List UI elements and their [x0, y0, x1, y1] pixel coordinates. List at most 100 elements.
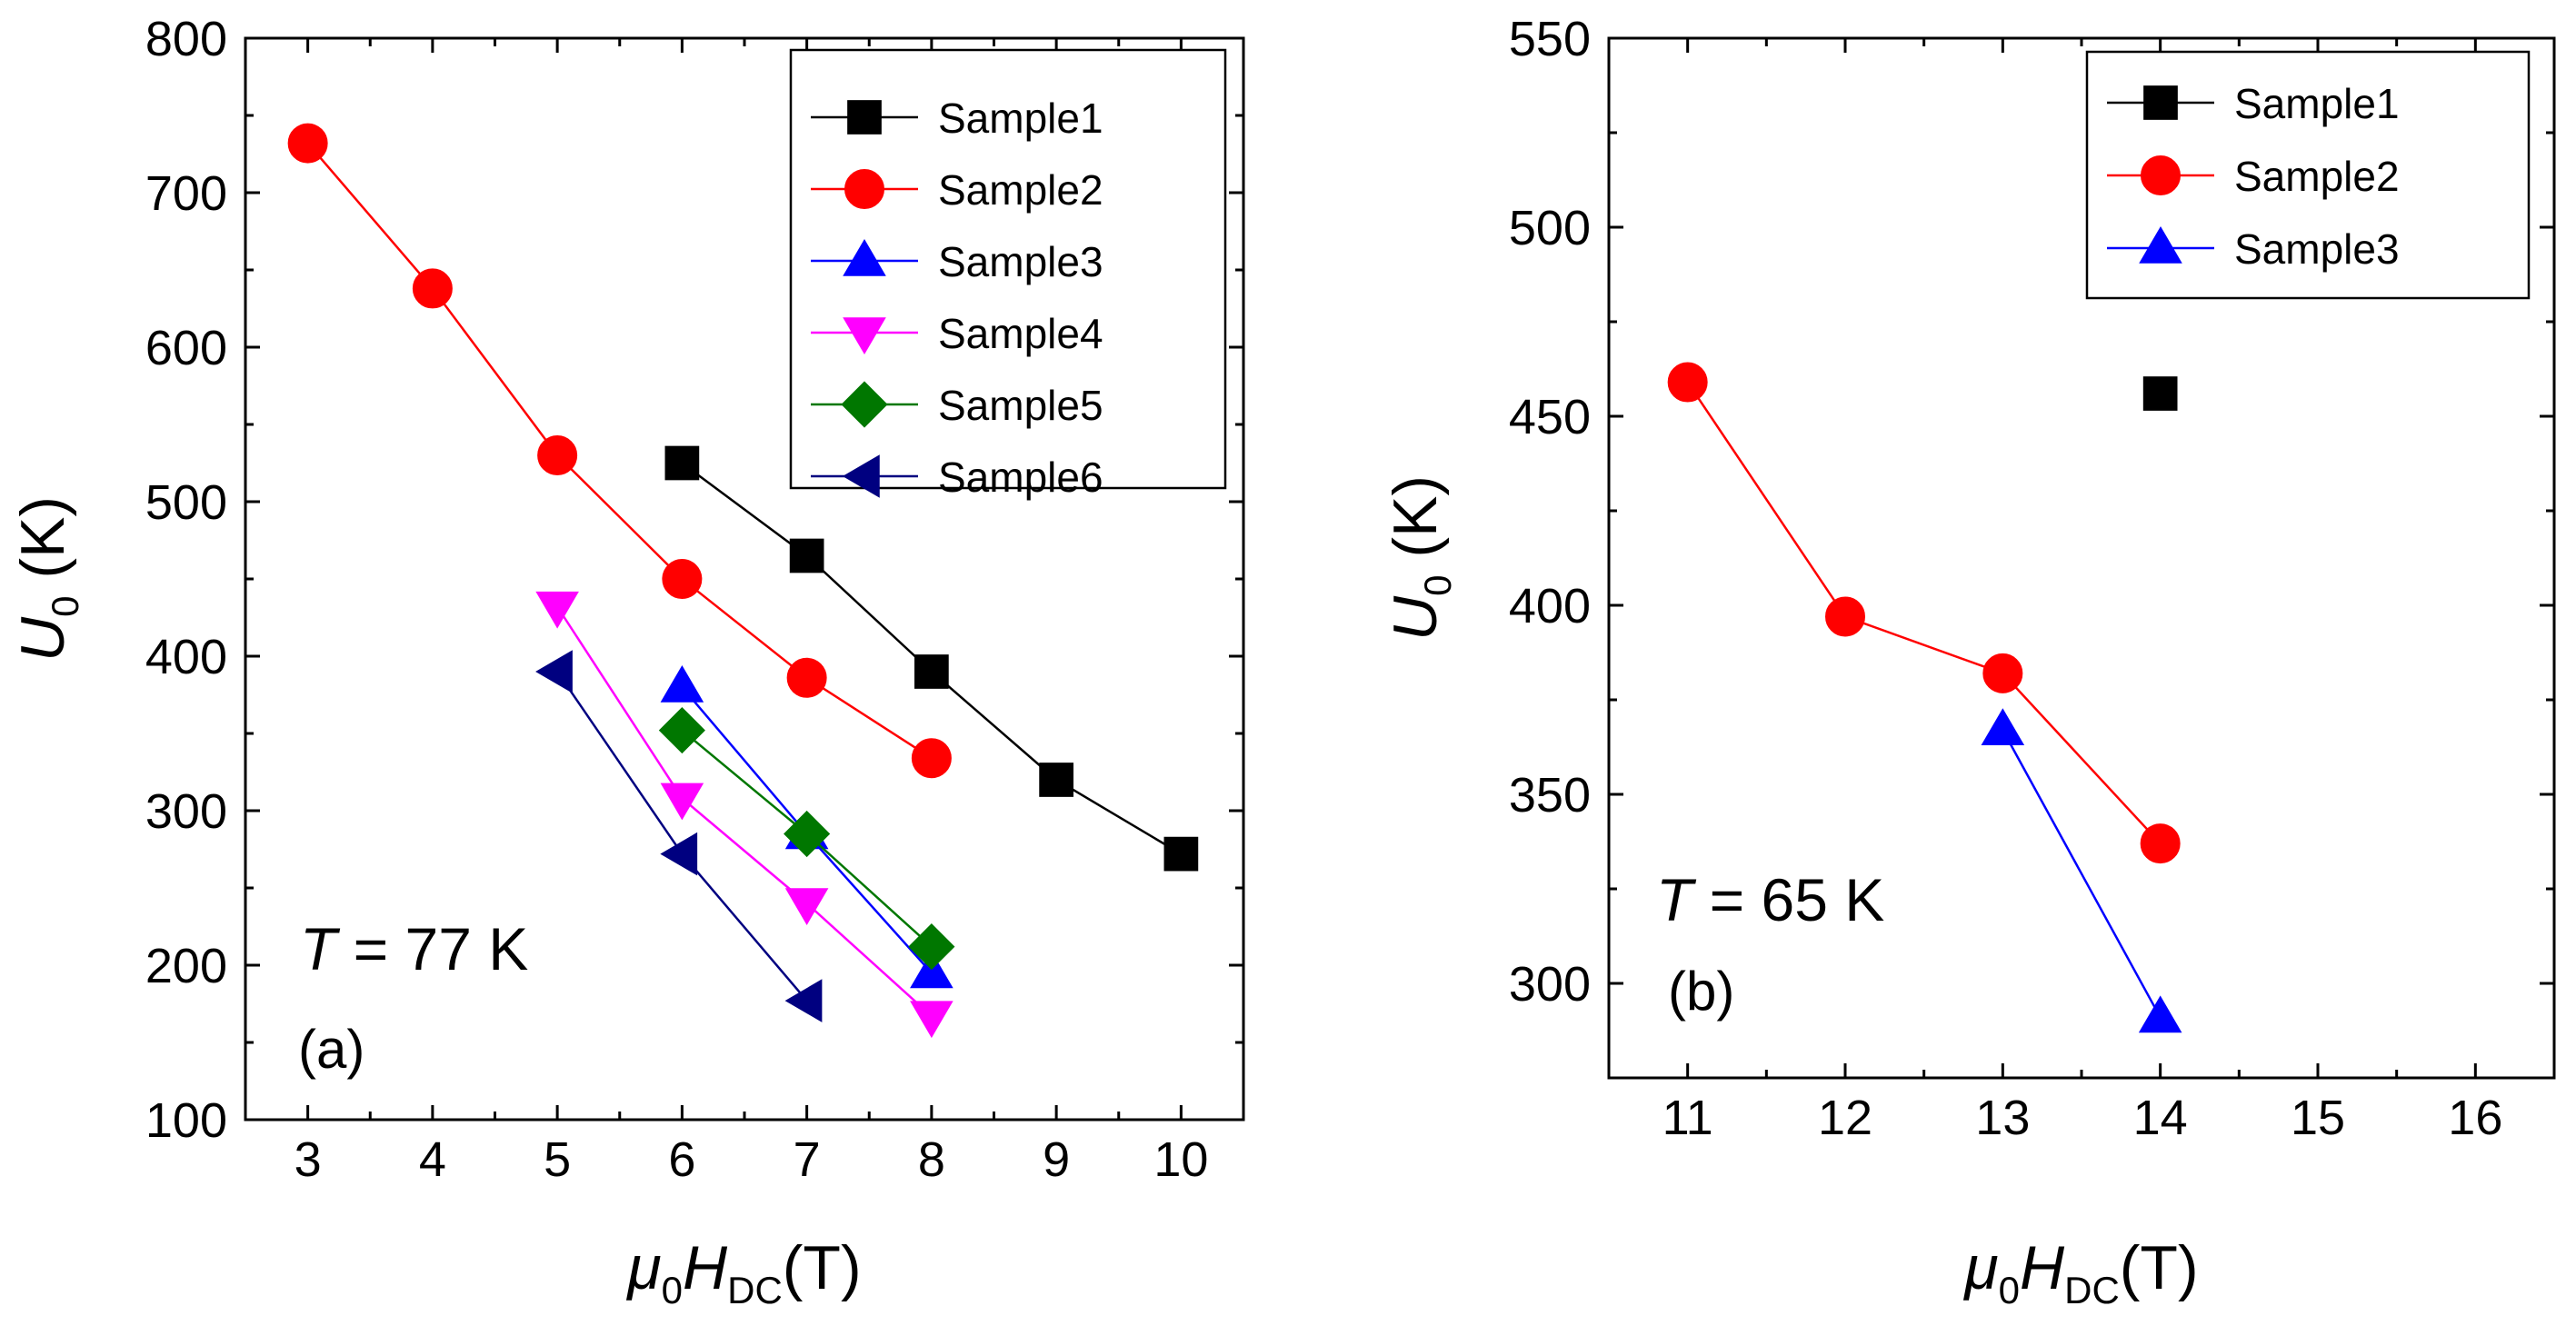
x-label-mu-sub: 0: [662, 1269, 683, 1311]
series-sample2: [287, 123, 952, 779]
y-tick-label: 550: [1509, 12, 1591, 66]
data-point: [660, 664, 704, 703]
y-tick-label: 350: [1509, 768, 1591, 823]
x-label-main: H: [683, 1233, 728, 1302]
legend-label: Sample6: [938, 454, 1103, 501]
y-label-main: U: [1381, 595, 1450, 641]
y-tick-label: 450: [1509, 390, 1591, 444]
x-tick-label: 16: [2448, 1091, 2502, 1145]
x-label-sub: DC: [727, 1269, 783, 1311]
annotation-italic: T: [300, 915, 341, 982]
data-point: [1825, 596, 1865, 637]
x-label-sub: DC: [2064, 1269, 2120, 1311]
series-sample6: [535, 650, 823, 1022]
x-tick-label: 13: [1975, 1091, 2030, 1145]
series-sample4: [535, 591, 954, 1039]
x-axis-label: μ0HDC(T): [625, 1233, 861, 1311]
x-axis-label: μ0HDC(T): [1962, 1233, 2198, 1311]
series-sample2: [1667, 362, 2181, 864]
data-point: [287, 123, 328, 164]
legend-label: Sample3: [938, 238, 1103, 285]
y-label-sub: 0: [44, 596, 86, 617]
data-point: [412, 268, 453, 309]
y-tick-label: 400: [1509, 579, 1591, 633]
data-point: [2138, 995, 2182, 1033]
x-tick-label: 6: [668, 1132, 695, 1187]
y-tick-label: 600: [145, 321, 227, 375]
x-label-unit: (T): [2120, 1233, 2199, 1302]
data-point: [1039, 763, 1073, 797]
legend-marker: [2141, 155, 2181, 195]
data-point: [535, 591, 579, 629]
y-tick-label: 300: [1509, 957, 1591, 1012]
x-tick-label: 11: [1662, 1091, 1713, 1145]
data-point: [1667, 362, 1708, 403]
data-point: [1163, 836, 1199, 872]
data-point: [789, 538, 824, 573]
series-sample5: [658, 707, 955, 971]
legend-label: Sample5: [938, 382, 1103, 429]
x-label-mu: μ: [625, 1233, 661, 1302]
y-axis-label: U0 (K): [8, 496, 86, 662]
legend-marker: [842, 454, 880, 498]
legend-label: Sample4: [938, 310, 1103, 357]
legend-marker: [841, 381, 888, 428]
data-point: [535, 650, 573, 693]
y-tick-label: 400: [145, 630, 227, 684]
data-point: [2142, 376, 2178, 411]
x-tick-label: 5: [544, 1132, 571, 1187]
x-tick-label: 8: [918, 1132, 945, 1187]
legend-marker: [847, 100, 882, 135]
x-label-mu-sub: 0: [1999, 1269, 2020, 1311]
panel-b: 11 12 13 14 15 16300350400450500550μ0HDC(T)U0…: [1381, 12, 2556, 1311]
panel-label: (a): [298, 1019, 364, 1080]
panel-a: 3 4 5 6 7 8 9 10100200300400500600700800μ0HDC(T…: [8, 12, 1245, 1311]
legend-marker: [843, 238, 886, 276]
legend-marker: [843, 317, 886, 355]
y-tick-label: 500: [1509, 201, 1591, 255]
temperature-annotation: T = 77 K: [300, 915, 528, 982]
x-label-unit: (T): [783, 1233, 862, 1302]
legend-label: Sample1: [938, 95, 1103, 142]
data-point: [910, 1001, 954, 1039]
data-point: [662, 559, 703, 599]
y-tick-label: 300: [145, 784, 227, 839]
series-sample1: [2142, 376, 2178, 411]
data-point: [664, 445, 700, 481]
data-point: [1981, 708, 2025, 746]
y-tick-label: 500: [145, 475, 227, 530]
data-point: [537, 435, 578, 475]
series-line: [306, 142, 933, 760]
legend-label: Sample2: [938, 166, 1103, 214]
data-point: [660, 783, 704, 821]
x-tick-label: 4: [419, 1132, 446, 1187]
y-label-unit: (K): [1381, 475, 1450, 575]
data-point: [910, 951, 954, 989]
data-point: [914, 654, 949, 689]
y-tick-label: 100: [145, 1093, 227, 1148]
y-axis-label: U0 (K): [1381, 475, 1459, 641]
x-tick-label: 9: [1043, 1132, 1070, 1187]
x-tick-label: 7: [794, 1132, 821, 1187]
y-tick-label: 800: [145, 12, 227, 66]
data-point: [784, 888, 829, 926]
y-label-sub: 0: [1416, 575, 1459, 596]
x-tick-label: 12: [1818, 1091, 1872, 1145]
data-point: [786, 657, 827, 698]
x-label-mu: μ: [1962, 1233, 1998, 1302]
legend-label: Sample1: [2234, 80, 2400, 127]
data-point: [658, 707, 705, 754]
x-tick-label: 10: [1153, 1132, 1208, 1187]
x-tick-label: 3: [295, 1132, 322, 1187]
data-point: [911, 738, 952, 779]
data-point: [784, 979, 823, 1022]
series-sample1: [664, 445, 1199, 872]
data-point: [908, 923, 955, 971]
temperature-annotation: T = 65 K: [1656, 866, 1884, 933]
y-label-main: U: [8, 616, 77, 662]
series-sample3: [1981, 708, 2182, 1033]
data-point: [1982, 653, 2023, 693]
data-point: [2140, 823, 2181, 864]
legend-marker: [2143, 85, 2178, 120]
